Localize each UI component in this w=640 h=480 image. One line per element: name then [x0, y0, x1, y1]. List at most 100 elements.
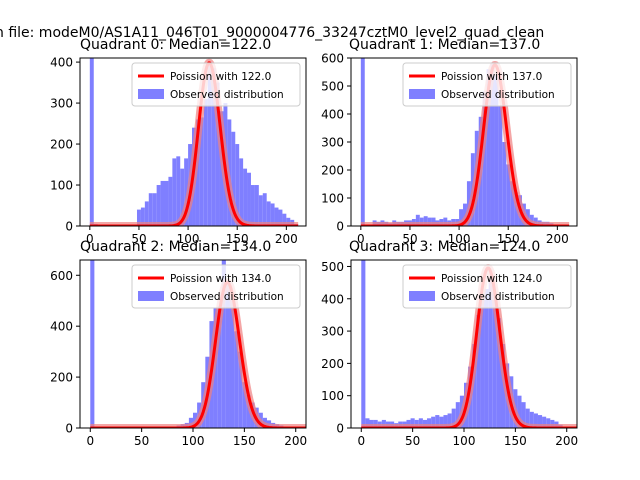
- y-tick-label: 200: [321, 357, 344, 371]
- histogram-bar: [484, 289, 489, 428]
- x-tick-label: 200: [546, 232, 569, 246]
- legend-hist-label: Observed distribution: [441, 89, 555, 101]
- histogram-bar: [168, 176, 173, 226]
- legend-hist-swatch: [138, 291, 164, 301]
- subplot-title: Quadrant 3: Median=124.0: [349, 239, 540, 255]
- histogram-bar: [529, 411, 534, 428]
- x-tick-label: 0: [357, 232, 365, 246]
- histogram-bar: [431, 217, 436, 226]
- legend-fit-label: Poission with 122.0: [170, 71, 271, 83]
- histogram-bar: [282, 213, 287, 226]
- x-tick-label: 200: [275, 232, 298, 246]
- histogram-bar: [510, 181, 515, 226]
- histogram-bar: [258, 195, 263, 226]
- x-tick-label: 200: [555, 434, 578, 448]
- legend-hist-label: Observed distribution: [441, 291, 555, 303]
- histogram-bar: [184, 158, 189, 226]
- histogram-bar: [188, 417, 193, 428]
- figure-suptitle: n file: modeM0/AS1A11_046T01_9000004776_…: [0, 25, 544, 41]
- axes-frame: [79, 57, 307, 227]
- histogram-bar: [199, 117, 204, 226]
- legend-hist-label: Observed distribution: [170, 89, 284, 101]
- subplot-quadrant-1: 0 50 100 150 200 0 100 200 300 400 500 600 Poission …: [321, 37, 578, 246]
- histogram-bar: [361, 260, 366, 428]
- subplot-title: Quadrant 2: Median=134.0: [80, 239, 271, 255]
- legend-hist-swatch: [409, 291, 435, 301]
- x-tick-label: 50: [405, 434, 420, 448]
- histogram-bar: [498, 105, 503, 226]
- y-tick-label: 300: [321, 325, 344, 339]
- histogram-bar: [164, 180, 169, 226]
- histogram-bar: [172, 158, 177, 226]
- x-tick-label: 150: [233, 434, 256, 448]
- histogram-bar: [140, 207, 145, 226]
- legend-box: [131, 62, 301, 107]
- histogram-bar: [435, 415, 440, 428]
- histogram-bar: [427, 217, 432, 226]
- histogram-bar: [262, 193, 267, 226]
- y-tick-label: 400: [321, 292, 344, 306]
- histogram-bar: [521, 402, 526, 428]
- subplot-quadrant-0: 0 50 100 150 200 0 100 200 300 400 Poission with 1…: [50, 37, 307, 246]
- subplot-title: Quadrant 0: Median=122.0: [80, 37, 271, 53]
- histogram-bar: [365, 418, 370, 428]
- histogram-bar: [360, 58, 365, 226]
- histogram-bar: [480, 298, 485, 428]
- histogram-bar: [90, 260, 95, 428]
- y-tick-label: 200: [50, 371, 73, 385]
- x-tick-label: 150: [497, 232, 520, 246]
- legend-box: [402, 264, 572, 309]
- histogram-bar: [423, 216, 428, 226]
- y-tick-label: 300: [50, 97, 73, 111]
- histogram-bar: [217, 305, 222, 428]
- poisson-fit: [357, 61, 573, 226]
- y-tick-label: 200: [50, 138, 73, 152]
- histogram-bar: [247, 172, 251, 226]
- histogram-bar: [427, 418, 432, 428]
- x-tick-label: 150: [504, 434, 527, 448]
- histogram-bar: [431, 416, 436, 428]
- x-tick-label: 100: [177, 232, 200, 246]
- histogram-bar: [239, 158, 244, 226]
- x-tick-label: 50: [131, 232, 146, 246]
- histogram-bar: [176, 156, 181, 226]
- histogram-bar: [152, 193, 157, 226]
- histogram-bar: [494, 74, 499, 226]
- histogram-bar: [492, 292, 497, 428]
- histogram-bar: [447, 413, 452, 428]
- y-tick-label: 600: [50, 269, 73, 283]
- histogram-bar: [500, 344, 506, 428]
- histogram-bar: [443, 217, 448, 226]
- subplot-title: Quadrant 1: Median=137.0: [349, 37, 540, 53]
- histogram-bar: [144, 201, 149, 226]
- legend-fit-label: Poission with 134.0: [170, 273, 271, 285]
- legend-box: [131, 264, 301, 309]
- histogram-bar: [455, 402, 460, 428]
- x-tick-label: 50: [402, 232, 417, 246]
- y-tick-label: 300: [321, 136, 344, 150]
- y-tick-label: 200: [321, 164, 344, 178]
- histogram-bar: [517, 395, 522, 428]
- y-tick-label: 600: [321, 52, 344, 66]
- y-tick-label: 100: [50, 179, 73, 193]
- histogram-bar: [439, 416, 444, 428]
- histogram-bar: [476, 314, 481, 428]
- histogram-bar: [136, 209, 141, 226]
- histogram-bar: [211, 68, 216, 226]
- histogram-bar: [195, 119, 200, 226]
- histogram-bar: [550, 419, 555, 428]
- histogram-bar: [246, 394, 251, 428]
- subplot-quadrant-3: 0 50 100 150 200 0 100 200 300 400 500 Poission wit…: [321, 239, 578, 448]
- x-tick-label: 0: [357, 434, 365, 448]
- y-tick-label: 400: [50, 56, 73, 70]
- histogram-bar: [414, 419, 419, 428]
- histogram-bar: [525, 408, 530, 428]
- x-tick-label: 0: [86, 434, 94, 448]
- poisson-fit-line: [360, 63, 570, 226]
- histogram-bar: [229, 298, 235, 428]
- y-tick-label: 0: [65, 422, 73, 436]
- histogram-bar: [250, 185, 255, 226]
- histogram-bar: [89, 58, 94, 226]
- histogram-bar: [274, 207, 279, 226]
